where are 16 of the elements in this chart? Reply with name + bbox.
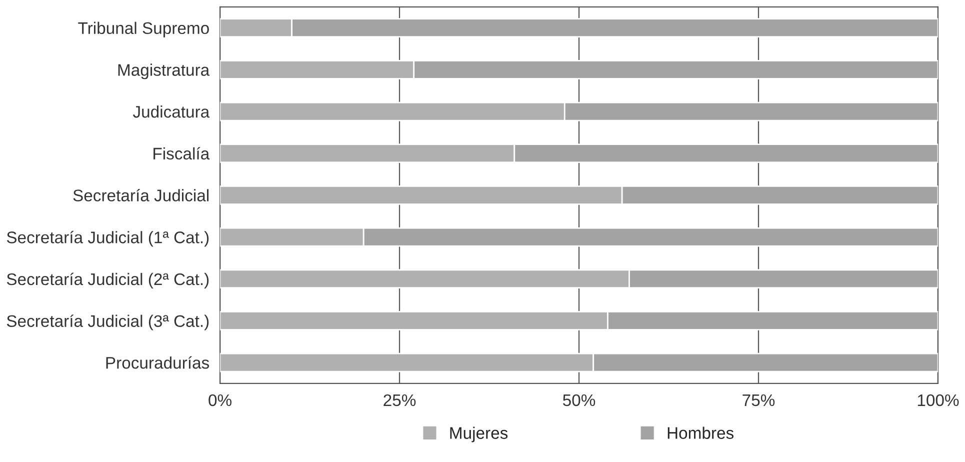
y-tick-label: Magistratura — [118, 64, 210, 80]
x-tick-label: 0% — [208, 394, 232, 406]
y-tick-label: Procuradurías — [106, 356, 210, 369]
legend-label: Mujeres — [450, 426, 508, 442]
x-tick-label: 75% — [742, 394, 775, 406]
x-tick-label: 50% — [562, 394, 596, 406]
y-tick-label: Fiscalía — [154, 147, 210, 160]
y-tick-label: Secretaría Judicial (2ª Cat.) — [6, 272, 209, 288]
legend-label: Hombres — [668, 426, 734, 439]
y-tick-label: Secretaría Judicial (1ª Cat.) — [6, 230, 209, 247]
y-tick-label: Judicatura — [132, 105, 210, 118]
x-tick-label: 25% — [384, 394, 416, 406]
x-tick-label: 100% — [918, 394, 959, 406]
y-tick-label: Tribunal Supremo — [78, 22, 209, 38]
y-tick-label: Secretaría Judicial (3ª Cat.) — [6, 314, 209, 330]
y-tick-label: Secretaría Judicial — [73, 188, 208, 202]
